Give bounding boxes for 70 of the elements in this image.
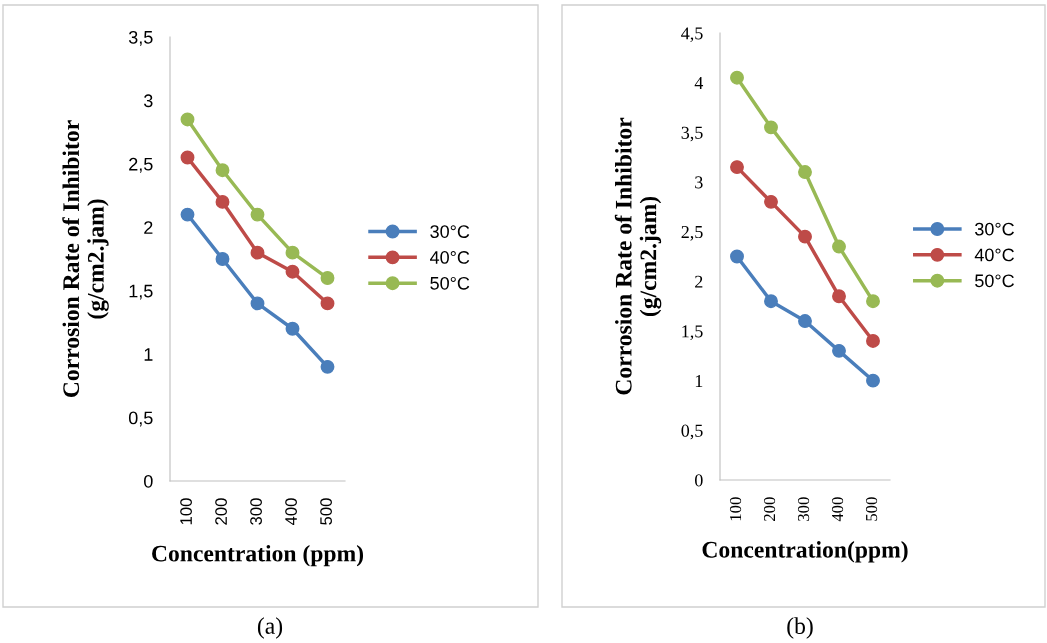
y-axis-title: Corrosion Rate of Inhibitor (g/cm2.jam) xyxy=(614,117,662,395)
y-tick-label: 4 xyxy=(694,77,704,89)
y-tick-label: 0,5 xyxy=(681,424,703,440)
point xyxy=(250,296,265,311)
x-tick-label: 400 xyxy=(831,497,844,522)
y-tick-label: 2 xyxy=(144,221,153,234)
point xyxy=(866,373,880,388)
legend-label: 30°C xyxy=(430,225,470,238)
point xyxy=(832,289,846,304)
y-tick-label: 1,5 xyxy=(129,284,153,300)
x-tick-label: 100 xyxy=(180,498,192,525)
y-tick-label: 0 xyxy=(144,474,153,488)
point xyxy=(730,70,744,85)
point xyxy=(320,271,335,285)
y-tick-label: 3,5 xyxy=(681,126,703,142)
point xyxy=(285,321,300,336)
x-tick-label: 200 xyxy=(215,498,227,525)
point xyxy=(798,165,812,180)
point xyxy=(215,163,230,178)
x-axis-title: Concentration(ppm) xyxy=(702,541,908,563)
y-axis-title: Corrosion Rate of Inhibitor (g/cm2.jam) xyxy=(62,120,109,398)
point xyxy=(250,207,265,222)
y-tick-label: 2 xyxy=(695,275,703,288)
x-tick-label: 400 xyxy=(285,498,297,526)
legend-label: 50°C xyxy=(975,274,1014,288)
point xyxy=(285,264,300,279)
text: (b) xyxy=(787,617,813,639)
y-tick-label: 1 xyxy=(144,348,153,361)
y-tick-label: 3 xyxy=(695,176,703,189)
y-tick-label: 0 xyxy=(694,474,703,487)
point xyxy=(832,343,846,358)
point xyxy=(250,245,265,260)
point xyxy=(866,294,880,309)
point xyxy=(730,160,744,175)
point xyxy=(215,252,230,266)
text: (a) xyxy=(257,617,283,639)
legend-label: 50°C xyxy=(430,276,470,290)
legend-label: 40°C xyxy=(430,251,470,264)
y-tick-label: 1,5 xyxy=(682,325,703,341)
point xyxy=(180,150,195,165)
point xyxy=(320,359,335,374)
y-tick-label: 2,5 xyxy=(681,225,703,241)
x-tick-label: 100 xyxy=(729,497,742,521)
legend-label: 30°C xyxy=(975,222,1014,236)
point xyxy=(798,314,812,329)
x-tick-label: 300 xyxy=(250,498,262,525)
x-tick-label: 300 xyxy=(797,497,810,521)
point xyxy=(764,194,778,209)
point xyxy=(180,112,195,127)
y-tick-label: 2,5 xyxy=(129,157,153,173)
point xyxy=(764,294,778,309)
point xyxy=(798,229,812,244)
point xyxy=(180,207,195,222)
x-tick-label: 200 xyxy=(763,497,776,521)
x-tick-label: 500 xyxy=(865,497,878,521)
x-tick-label: 500 xyxy=(320,498,332,525)
point xyxy=(730,249,744,264)
point xyxy=(764,120,778,135)
point xyxy=(832,239,846,254)
y-tick-label: 3,5 xyxy=(128,30,153,46)
point xyxy=(285,245,300,260)
y-tick-label: 3 xyxy=(143,94,153,108)
y-tick-label: 1 xyxy=(695,375,703,387)
x-axis-title: Concentration (ppm) xyxy=(152,544,364,567)
point xyxy=(866,333,880,348)
legend-label: 40°C xyxy=(974,248,1014,262)
y-tick-label: 0,5 xyxy=(128,411,153,427)
y-tick-label: 4,5 xyxy=(681,27,703,43)
point xyxy=(215,194,230,209)
point xyxy=(320,296,335,311)
